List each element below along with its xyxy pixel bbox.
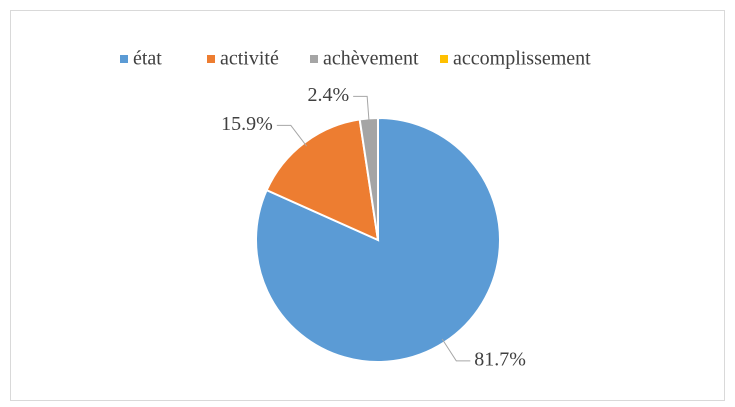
data-label: 2.4%	[307, 84, 349, 106]
legend-swatch	[207, 55, 215, 63]
leader-line	[441, 338, 471, 362]
legend-swatch	[440, 55, 448, 63]
legend-swatch	[120, 55, 128, 63]
legend-label: activité	[220, 48, 279, 70]
legend-label: état	[133, 48, 162, 70]
leader-line	[353, 95, 370, 123]
leader-line	[276, 124, 307, 147]
legend-swatch	[310, 55, 318, 63]
legend-label: accomplissement	[453, 48, 591, 70]
legend-label: achèvement	[323, 48, 419, 70]
data-label: 15.9%	[221, 113, 273, 135]
data-label: 81.7%	[474, 348, 526, 370]
